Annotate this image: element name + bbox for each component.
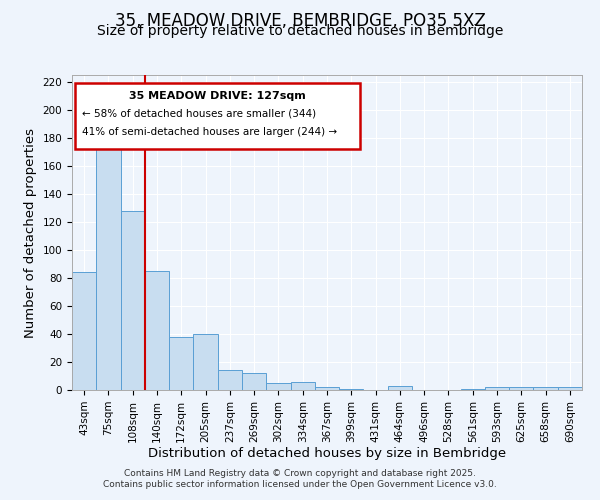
Bar xyxy=(558,387,582,390)
Text: 41% of semi-detached houses are larger (244) →: 41% of semi-detached houses are larger (… xyxy=(82,127,337,137)
Bar xyxy=(290,382,315,390)
FancyBboxPatch shape xyxy=(74,83,360,149)
Bar xyxy=(339,388,364,390)
Bar xyxy=(145,271,169,390)
Bar xyxy=(388,386,412,390)
Bar xyxy=(266,383,290,390)
Text: Contains public sector information licensed under the Open Government Licence v3: Contains public sector information licen… xyxy=(103,480,497,489)
Bar xyxy=(169,337,193,390)
Text: 35 MEADOW DRIVE: 127sqm: 35 MEADOW DRIVE: 127sqm xyxy=(129,91,306,101)
Bar xyxy=(193,334,218,390)
Bar xyxy=(121,211,145,390)
Text: Contains HM Land Registry data © Crown copyright and database right 2025.: Contains HM Land Registry data © Crown c… xyxy=(124,468,476,477)
Bar xyxy=(315,387,339,390)
Text: Size of property relative to detached houses in Bembridge: Size of property relative to detached ho… xyxy=(97,24,503,38)
Y-axis label: Number of detached properties: Number of detached properties xyxy=(24,128,37,338)
Bar xyxy=(485,387,509,390)
Bar xyxy=(218,370,242,390)
Text: 35, MEADOW DRIVE, BEMBRIDGE, PO35 5XZ: 35, MEADOW DRIVE, BEMBRIDGE, PO35 5XZ xyxy=(115,12,485,30)
Bar xyxy=(242,373,266,390)
Text: ← 58% of detached houses are smaller (344): ← 58% of detached houses are smaller (34… xyxy=(82,108,316,118)
X-axis label: Distribution of detached houses by size in Bembridge: Distribution of detached houses by size … xyxy=(148,448,506,460)
Bar xyxy=(461,388,485,390)
Bar xyxy=(96,136,121,390)
Bar xyxy=(509,387,533,390)
Bar xyxy=(533,387,558,390)
Bar xyxy=(72,272,96,390)
